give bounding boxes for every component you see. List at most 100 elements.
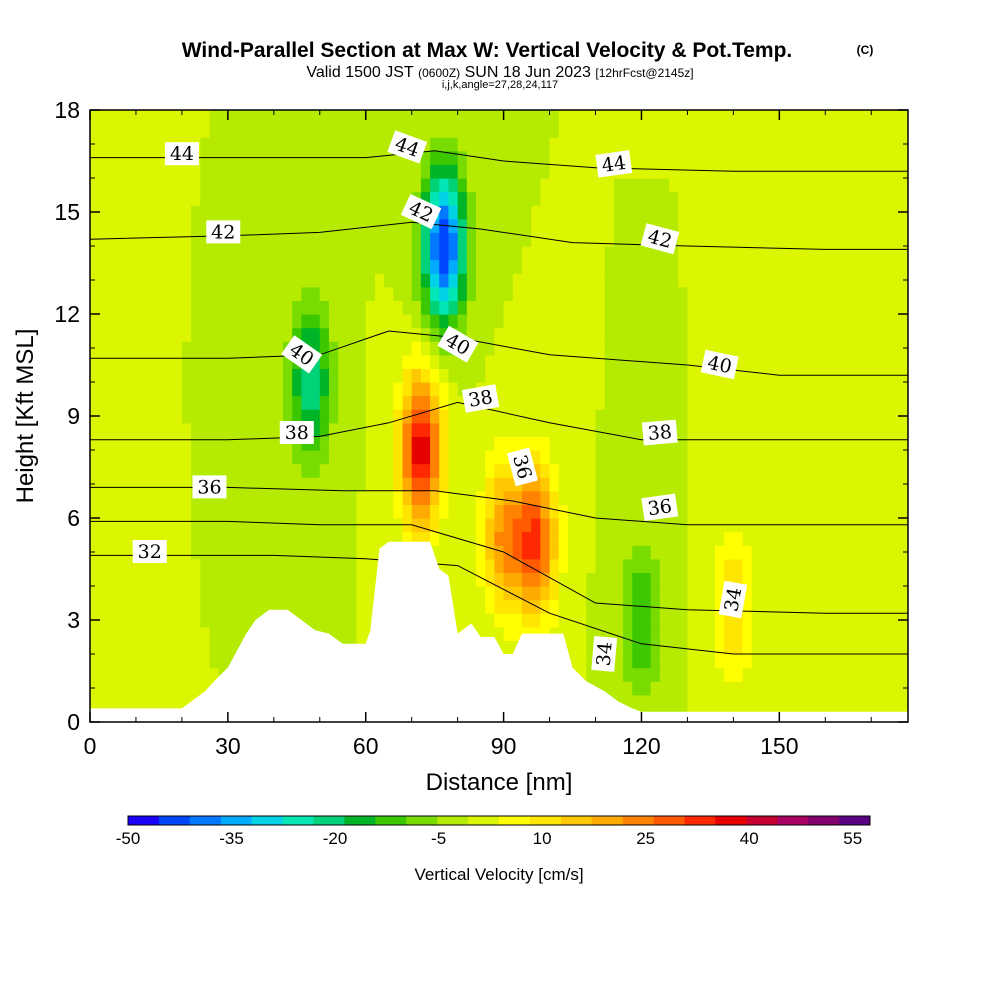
velocity-cell [521, 436, 532, 451]
velocity-cell [439, 422, 450, 437]
velocity-cell [751, 368, 762, 383]
velocity-cell [338, 300, 348, 315]
velocity-cell [816, 640, 826, 655]
velocity-cell [650, 667, 661, 682]
velocity-cell [108, 354, 119, 369]
velocity-cell [558, 218, 569, 233]
velocity-cell [531, 259, 541, 274]
velocity-cell [696, 286, 707, 301]
velocity-cell [420, 123, 431, 138]
velocity-cell [319, 436, 330, 451]
velocity-cell [476, 436, 486, 451]
velocity-cell [577, 205, 587, 220]
velocity-cell [255, 110, 266, 125]
velocity-cell [898, 110, 908, 125]
velocity-cell [788, 191, 799, 206]
velocity-cell [898, 436, 908, 451]
velocity-cell [540, 490, 551, 505]
velocity-cell [586, 626, 597, 641]
velocity-cell [356, 286, 367, 301]
velocity-cell [292, 191, 302, 206]
velocity-cell [476, 314, 486, 329]
velocity-cell [227, 613, 238, 628]
velocity-cell [328, 572, 339, 587]
velocity-cell [246, 205, 257, 220]
velocity-cell [696, 531, 707, 546]
velocity-cell [301, 246, 312, 261]
velocity-cell [577, 599, 587, 614]
velocity-cell [531, 137, 541, 152]
velocity-cell [604, 463, 615, 478]
velocity-cell [200, 110, 211, 125]
velocity-cell [862, 191, 872, 206]
velocity-cell [641, 586, 652, 601]
velocity-cell [567, 409, 578, 424]
velocity-cell [549, 150, 560, 165]
velocity-cell [237, 341, 247, 356]
velocity-cell [659, 191, 670, 206]
velocity-cell [751, 599, 762, 614]
velocity-cell [393, 450, 404, 465]
velocity-cell [273, 490, 284, 505]
velocity-cell [779, 354, 790, 369]
velocity-cell [476, 572, 486, 587]
velocity-cell [209, 123, 220, 138]
velocity-cell [696, 654, 707, 669]
velocity-cell [604, 205, 615, 220]
velocity-cell [356, 586, 367, 601]
velocity-cell [237, 626, 247, 641]
colorbar: -50 -35 -20 -5 10 25 40 55 [116, 815, 871, 848]
velocity-cell [733, 694, 744, 709]
velocity-cell [319, 463, 330, 478]
velocity-cell [751, 409, 762, 424]
velocity-cell [310, 409, 321, 424]
velocity-cell [669, 694, 679, 709]
velocity-cell [705, 191, 716, 206]
velocity-cell [99, 667, 109, 682]
velocity-cell [806, 123, 817, 138]
velocity-cell [760, 572, 771, 587]
velocity-cell [567, 259, 578, 274]
velocity-cell [834, 246, 845, 261]
velocity-cell [181, 191, 192, 206]
velocity-cell [301, 504, 312, 519]
velocity-cell [135, 123, 146, 138]
velocity-cell [641, 123, 652, 138]
velocity-cell [255, 531, 266, 546]
velocity-cell [678, 150, 689, 165]
velocity-cell [494, 463, 505, 478]
velocity-cell [751, 314, 762, 329]
velocity-cell [154, 341, 165, 356]
velocity-cell [154, 626, 165, 641]
velocity-cell [135, 205, 146, 220]
velocity-cell [531, 504, 541, 519]
velocity-cell [632, 246, 643, 261]
velocity-cell [292, 178, 302, 193]
velocity-cell [255, 409, 266, 424]
velocity-cell [669, 667, 679, 682]
velocity-cell [714, 246, 725, 261]
colorbar-swatch [189, 816, 222, 825]
velocity-cell [319, 422, 330, 437]
velocity-cell [825, 341, 836, 356]
velocity-cell [779, 178, 790, 193]
velocity-cell [825, 205, 836, 220]
velocity-cell [209, 422, 220, 437]
velocity-cell [384, 504, 394, 519]
velocity-cell [862, 314, 872, 329]
velocity-cell [328, 477, 339, 492]
velocity-cell [733, 395, 744, 410]
velocity-cell [227, 341, 238, 356]
velocity-cell [641, 640, 652, 655]
velocity-cell [604, 327, 615, 342]
velocity-cell [393, 477, 404, 492]
velocity-cell [714, 504, 725, 519]
velocity-cell [145, 178, 155, 193]
velocity-cell [374, 137, 385, 152]
velocity-cell [191, 450, 201, 465]
velocity-cell [319, 477, 330, 492]
velocity-cell [797, 110, 808, 125]
velocity-cell [862, 110, 872, 125]
contour-label-34: 34 [718, 580, 748, 619]
velocity-cell [521, 477, 532, 492]
